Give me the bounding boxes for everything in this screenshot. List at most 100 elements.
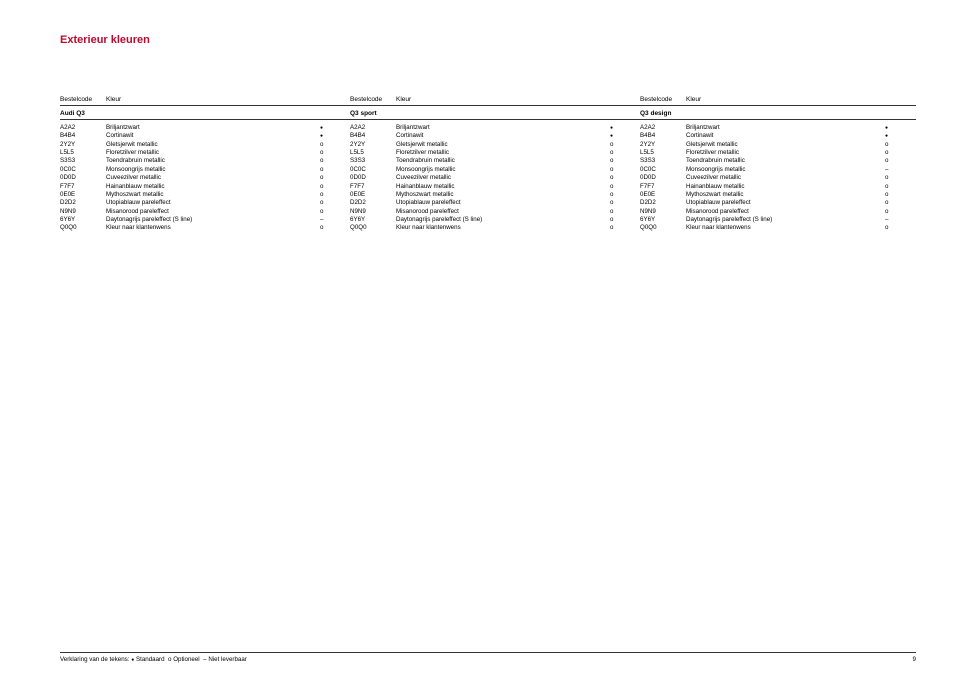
row-group: 0E0EMythoszwart metallico	[60, 191, 350, 199]
availability-mark	[320, 124, 350, 132]
row-group: F7F7Hainanblauw metallico	[60, 183, 350, 191]
model-cell-2: Q3 sport	[350, 110, 640, 117]
color-code: N9N9	[60, 208, 106, 216]
table-row: B4B4CortinawitB4B4CortinawitB4B4Cortinaw…	[60, 132, 916, 140]
color-code: S3S3	[640, 157, 686, 165]
row-group: 6Y6YDaytonagrijs pareleffect (S line)o	[350, 216, 640, 224]
row-group: 0C0CMonsoongrijs metallico	[350, 166, 640, 174]
row-group: B4B4Cortinawit	[350, 132, 640, 140]
color-name: Briljantzwart	[396, 124, 610, 132]
model-name: Audi Q3	[60, 110, 350, 117]
availability-mark: o	[320, 149, 350, 157]
dot-icon	[885, 132, 888, 139]
page: Exterieur kleuren Bestelcode Kleur Beste…	[0, 0, 960, 693]
row-group: D2D2Utopiablauw pareleffecto	[640, 199, 915, 207]
model-name: Q3 design	[640, 110, 915, 117]
color-code: 0D0D	[350, 174, 396, 182]
model-name: Q3 sport	[350, 110, 640, 117]
availability-mark: o	[610, 199, 640, 207]
color-code: L5L5	[350, 149, 396, 157]
availability-mark	[320, 132, 350, 140]
row-group: 2Y2YGletsjerwit metallico	[350, 141, 640, 149]
color-name: Utopiablauw pareleffect	[106, 199, 320, 207]
color-name: Briljantzwart	[106, 124, 320, 132]
row-group: 6Y6YDaytonagrijs pareleffect (S line)–	[60, 216, 350, 224]
color-name: Cortinawit	[106, 132, 320, 140]
availability-mark: o	[885, 199, 915, 207]
color-code: 6Y6Y	[640, 216, 686, 224]
availability-mark: o	[610, 157, 640, 165]
color-code: A2A2	[60, 124, 106, 132]
color-code: 6Y6Y	[350, 216, 396, 224]
row-group: N9N9Misanorood pareleffecto	[60, 208, 350, 216]
header-code: Bestelcode	[350, 96, 396, 103]
availability-mark: o	[320, 224, 350, 232]
row-group: 0C0CMonsoongrijs metallic–	[640, 166, 915, 174]
color-code: A2A2	[350, 124, 396, 132]
legend-na-sym: –	[203, 656, 206, 663]
color-name: Floretzilver metallic	[396, 149, 610, 157]
color-code: 0C0C	[350, 166, 396, 174]
row-group: A2A2Briljantzwart	[60, 124, 350, 132]
legend-optional: Optioneel	[173, 656, 200, 663]
color-name: Gletsjerwit metallic	[106, 141, 320, 149]
color-code: B4B4	[350, 132, 396, 140]
model-cell-1: Audi Q3	[60, 110, 350, 117]
color-name: Misanorood pareleffect	[106, 208, 320, 216]
color-name: Kleur naar klantenwens	[106, 224, 320, 232]
color-name: Monsoongrijs metallic	[686, 166, 885, 174]
availability-mark: o	[885, 224, 915, 232]
availability-mark: o	[610, 149, 640, 157]
color-code: D2D2	[60, 199, 106, 207]
table-row: A2A2BriljantzwartA2A2BriljantzwartA2A2Br…	[60, 124, 916, 132]
color-code: N9N9	[350, 208, 396, 216]
row-group: B4B4Cortinawit	[640, 132, 915, 140]
color-name: Monsoongrijs metallic	[396, 166, 610, 174]
table-row: 0C0CMonsoongrijs metallico0C0CMonsoongri…	[60, 166, 916, 174]
color-code: 2Y2Y	[60, 141, 106, 149]
color-name: Kleur naar klantenwens	[396, 224, 610, 232]
row-group: S3S3Toendrabruin metallico	[640, 157, 915, 165]
column-header-row: Bestelcode Kleur Bestelcode Kleur Bestel…	[60, 96, 916, 106]
color-code: L5L5	[60, 149, 106, 157]
availability-mark: o	[885, 149, 915, 157]
color-name: Hainanblauw metallic	[686, 183, 885, 191]
color-code: Q0Q0	[640, 224, 686, 232]
color-name: Utopiablauw pareleffect	[686, 199, 885, 207]
header-code: Bestelcode	[60, 96, 106, 103]
color-code: 0C0C	[60, 166, 106, 174]
color-name: Cuveezilver metallic	[106, 174, 320, 182]
header-code: Bestelcode	[640, 96, 686, 103]
color-code: N9N9	[640, 208, 686, 216]
legend-na: Niet leverbaar	[208, 656, 247, 663]
legend-optional-sym: o	[168, 656, 171, 663]
dot-icon	[320, 132, 323, 139]
color-name: Cortinawit	[686, 132, 885, 140]
legend: Verklaring van de tekens: ● Standaard o …	[60, 656, 247, 663]
row-group: 0D0DCuveezilver metallico	[640, 174, 915, 182]
row-group: L5L5Floretzilver metallico	[640, 149, 915, 157]
header-mark	[610, 96, 640, 103]
color-name: Toendrabruin metallic	[106, 157, 320, 165]
availability-mark: o	[885, 208, 915, 216]
color-name: Mythoszwart metallic	[686, 191, 885, 199]
table-row: F7F7Hainanblauw metallicoF7F7Hainanblauw…	[60, 183, 916, 191]
color-name: Floretzilver metallic	[106, 149, 320, 157]
color-code: 0E0E	[60, 191, 106, 199]
color-name: Misanorood pareleffect	[396, 208, 610, 216]
availability-mark	[885, 132, 915, 140]
row-group: 0D0DCuveezilver metallico	[60, 174, 350, 182]
availability-mark	[610, 124, 640, 132]
availability-mark: o	[885, 191, 915, 199]
header-name: Kleur	[106, 96, 320, 103]
color-code: S3S3	[60, 157, 106, 165]
availability-mark: –	[885, 216, 915, 224]
color-code: 0D0D	[60, 174, 106, 182]
header-mark	[320, 96, 350, 103]
row-group: A2A2Briljantzwart	[640, 124, 915, 132]
color-name: Floretzilver metallic	[686, 149, 885, 157]
row-group: B4B4Cortinawit	[60, 132, 350, 140]
color-name: Cuveezilver metallic	[396, 174, 610, 182]
availability-mark: o	[320, 166, 350, 174]
availability-mark: o	[610, 166, 640, 174]
